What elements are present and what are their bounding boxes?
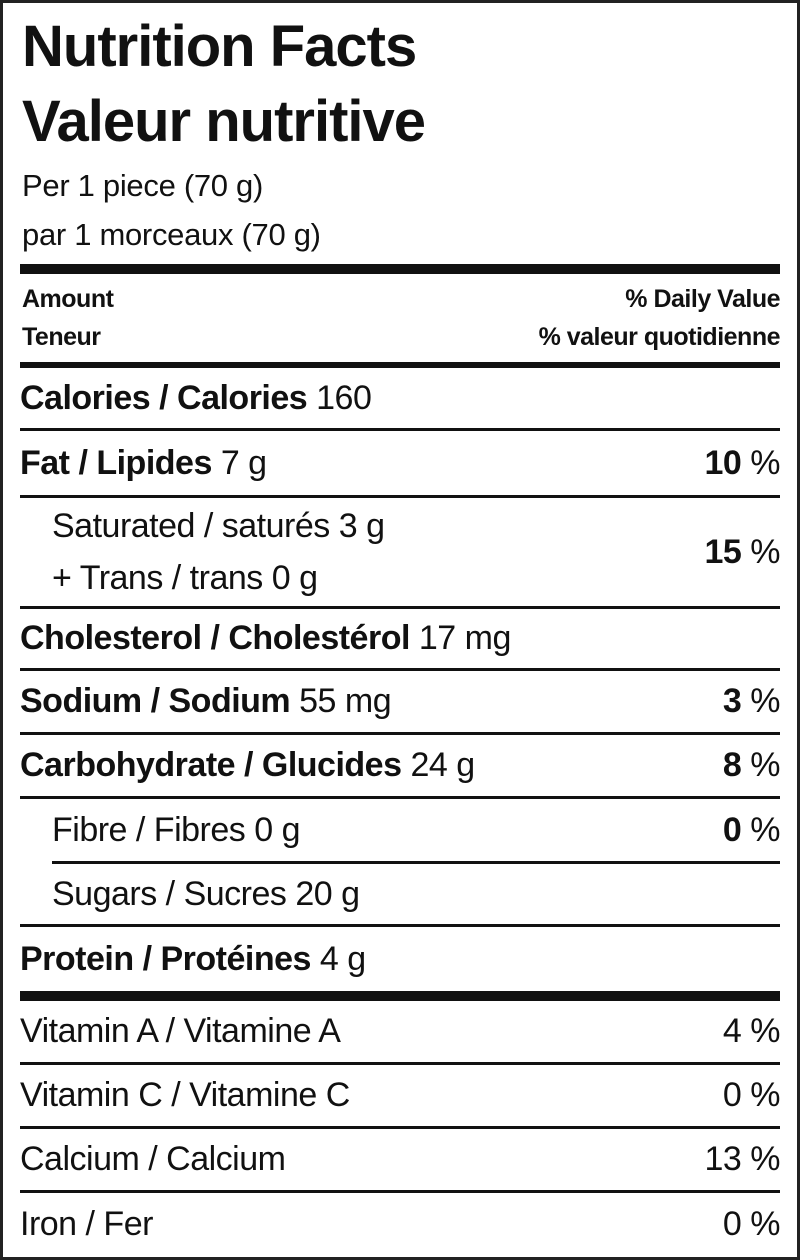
vitamin-label: Iron / Fer [20,1204,153,1243]
nutrient-row-sodium: Sodium / Sodium 55 mg 3 % [20,671,780,735]
nutrient-row-protein: Protein / Protéines 4 g [20,927,780,991]
thick-divider [20,264,780,274]
nutrient-label: Protein / Protéines [20,939,311,978]
daily-value: 0 [722,810,742,849]
nutrient-amount: 3 g [338,507,385,545]
nutrient-row-fibre: Fibre / Fibres 0 g 0 % [52,799,780,864]
percent-sign: % [750,810,780,849]
percent-sign: % [750,443,780,482]
daily-value: 3 [722,682,742,720]
percent-sign: % [750,682,780,720]
nutrient-label: Fat / Lipides [20,443,212,482]
daily-value: 13 % [704,1140,781,1178]
nutrient-amount: 7 g [220,443,267,482]
nutrient-label-trans: + Trans / trans [52,559,263,597]
calories-label: Calories / Calories [20,378,308,417]
vitamin-label: Calcium / Calcium [20,1140,286,1178]
percent-sign: % [750,532,780,571]
calories-row: Calories / Calories 160 [20,368,780,431]
thick-divider-vitamins [20,991,780,1001]
nutrient-label: Cholesterol / Cholestérol [20,619,410,657]
vitamin-label: Vitamin A / Vitamine A [20,1012,341,1050]
vitamin-label: Vitamin C / Vitamine C [20,1076,350,1114]
daily-value: 4 % [722,1012,781,1050]
nutrient-amount-trans: 0 g [271,559,318,597]
vitamin-row: Vitamin A / Vitamine A 4 % [20,1001,781,1065]
serving-size-french: par 1 morceaux (70 g) [22,217,321,252]
daily-value: 10 [704,443,742,482]
calories-value: 160 [316,378,372,417]
daily-value: 8 [722,746,742,784]
title-french: Valeur nutritive [22,89,426,154]
daily-value: 15 [704,532,742,571]
nutrient-amount: 55 mg [299,682,392,720]
vitamin-row: Vitamin C / Vitamine C 0 % [20,1065,781,1129]
percent-sign: % [750,746,780,784]
nutrient-row-saturated-trans: Saturated / saturés 3 g + Trans / trans … [20,498,780,609]
nutrient-label: Fibre / Fibres [52,810,246,849]
nutrient-row-sugars: Sugars / Sucres 20 g [20,864,780,927]
daily-value-label-fr: % valeur quotidienne [538,323,781,351]
vitamin-row: Calcium / Calcium 13 % [20,1129,780,1193]
nutrient-row-cholesterol: Cholesterol / Cholestérol 17 mg [20,609,780,671]
nutrient-label: Carbohydrate / Glucides [20,746,402,784]
nutrient-amount: 24 g [410,746,475,784]
header-divider [20,362,780,368]
nutrient-amount: 20 g [295,874,360,913]
vitamin-row: Iron / Fer 0 % [20,1193,781,1255]
nutrient-label: Sodium / Sodium [20,682,291,720]
daily-value-label-en: % Daily Value [625,285,780,313]
nutrient-label: Saturated / saturés [52,507,330,545]
serving-size-english: Per 1 piece (70 g) [22,168,264,203]
nutrient-row-fat: Fat / Lipides 7 g 10 % [20,431,780,498]
nutrient-amount: 4 g [319,939,366,978]
nutrient-label: Sugars / Sucres [52,874,287,913]
amount-label-fr: Teneur [22,323,101,351]
nutrient-row-carbohydrate: Carbohydrate / Glucides 24 g 8 % [20,735,780,799]
daily-value: 0 % [722,1204,781,1243]
daily-value: 0 % [722,1076,781,1114]
nutrient-amount: 17 mg [418,619,512,657]
amount-label-en: Amount [22,285,114,313]
title-english: Nutrition Facts [22,14,417,79]
nutrient-amount: 0 g [254,810,300,849]
